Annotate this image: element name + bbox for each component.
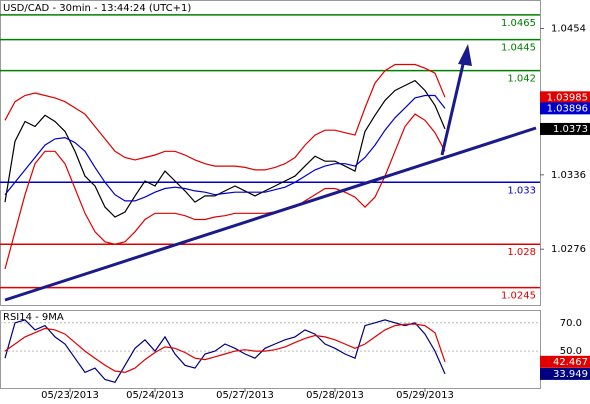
y-tick-label: 1.0454 xyxy=(551,24,586,35)
value-tag xyxy=(540,367,590,380)
indicator-title: RSI14 - 9MA xyxy=(3,312,64,323)
rsi-panel xyxy=(0,310,541,389)
forecast-arrow xyxy=(440,59,466,156)
trend-line xyxy=(4,126,537,302)
chart-title: USD/CAD - 30min - 13:44:24 (UTC+1) xyxy=(3,3,191,14)
value-tag-label: 1.03896 xyxy=(547,103,588,114)
x-tick-label: 05/29/2013 xyxy=(396,390,454,400)
series-line xyxy=(4,79,446,218)
y-tick-label: 1.0336 xyxy=(551,170,586,181)
level-label: 1.0465 xyxy=(501,18,536,29)
value-tag-label: 33.949 xyxy=(553,369,588,380)
series-line xyxy=(4,113,446,270)
level-label: 1.028 xyxy=(507,247,536,258)
series-line xyxy=(4,323,446,374)
level-label: 1.0245 xyxy=(501,291,536,302)
value-tag-label: 1.0373 xyxy=(553,124,588,135)
value-tag xyxy=(540,122,590,135)
x-tick-label: 05/24/2013 xyxy=(126,390,184,400)
arrow-head xyxy=(458,44,472,66)
value-tag-label: 1.03985 xyxy=(547,92,588,103)
y-tick-label: 50.0 xyxy=(560,346,582,357)
value-tag xyxy=(540,91,590,104)
y-tick-label: 1.0276 xyxy=(551,244,586,255)
value-tag xyxy=(540,102,590,115)
series-line xyxy=(4,63,446,171)
x-tick-label: 05/23/2013 xyxy=(41,390,99,400)
value-tag-label: 42.467 xyxy=(553,357,588,368)
x-tick-label: 05/27/2013 xyxy=(216,390,274,400)
level-label: 1.042 xyxy=(507,74,536,85)
series-line xyxy=(4,319,446,384)
series-line xyxy=(4,94,446,202)
y-tick-label: 70.0 xyxy=(560,318,582,329)
value-tag xyxy=(540,355,590,368)
level-label: 1.0445 xyxy=(501,43,536,54)
price-panel xyxy=(0,0,541,306)
level-label: 1.033 xyxy=(507,185,536,196)
x-tick-label: 05/28/2013 xyxy=(306,390,364,400)
